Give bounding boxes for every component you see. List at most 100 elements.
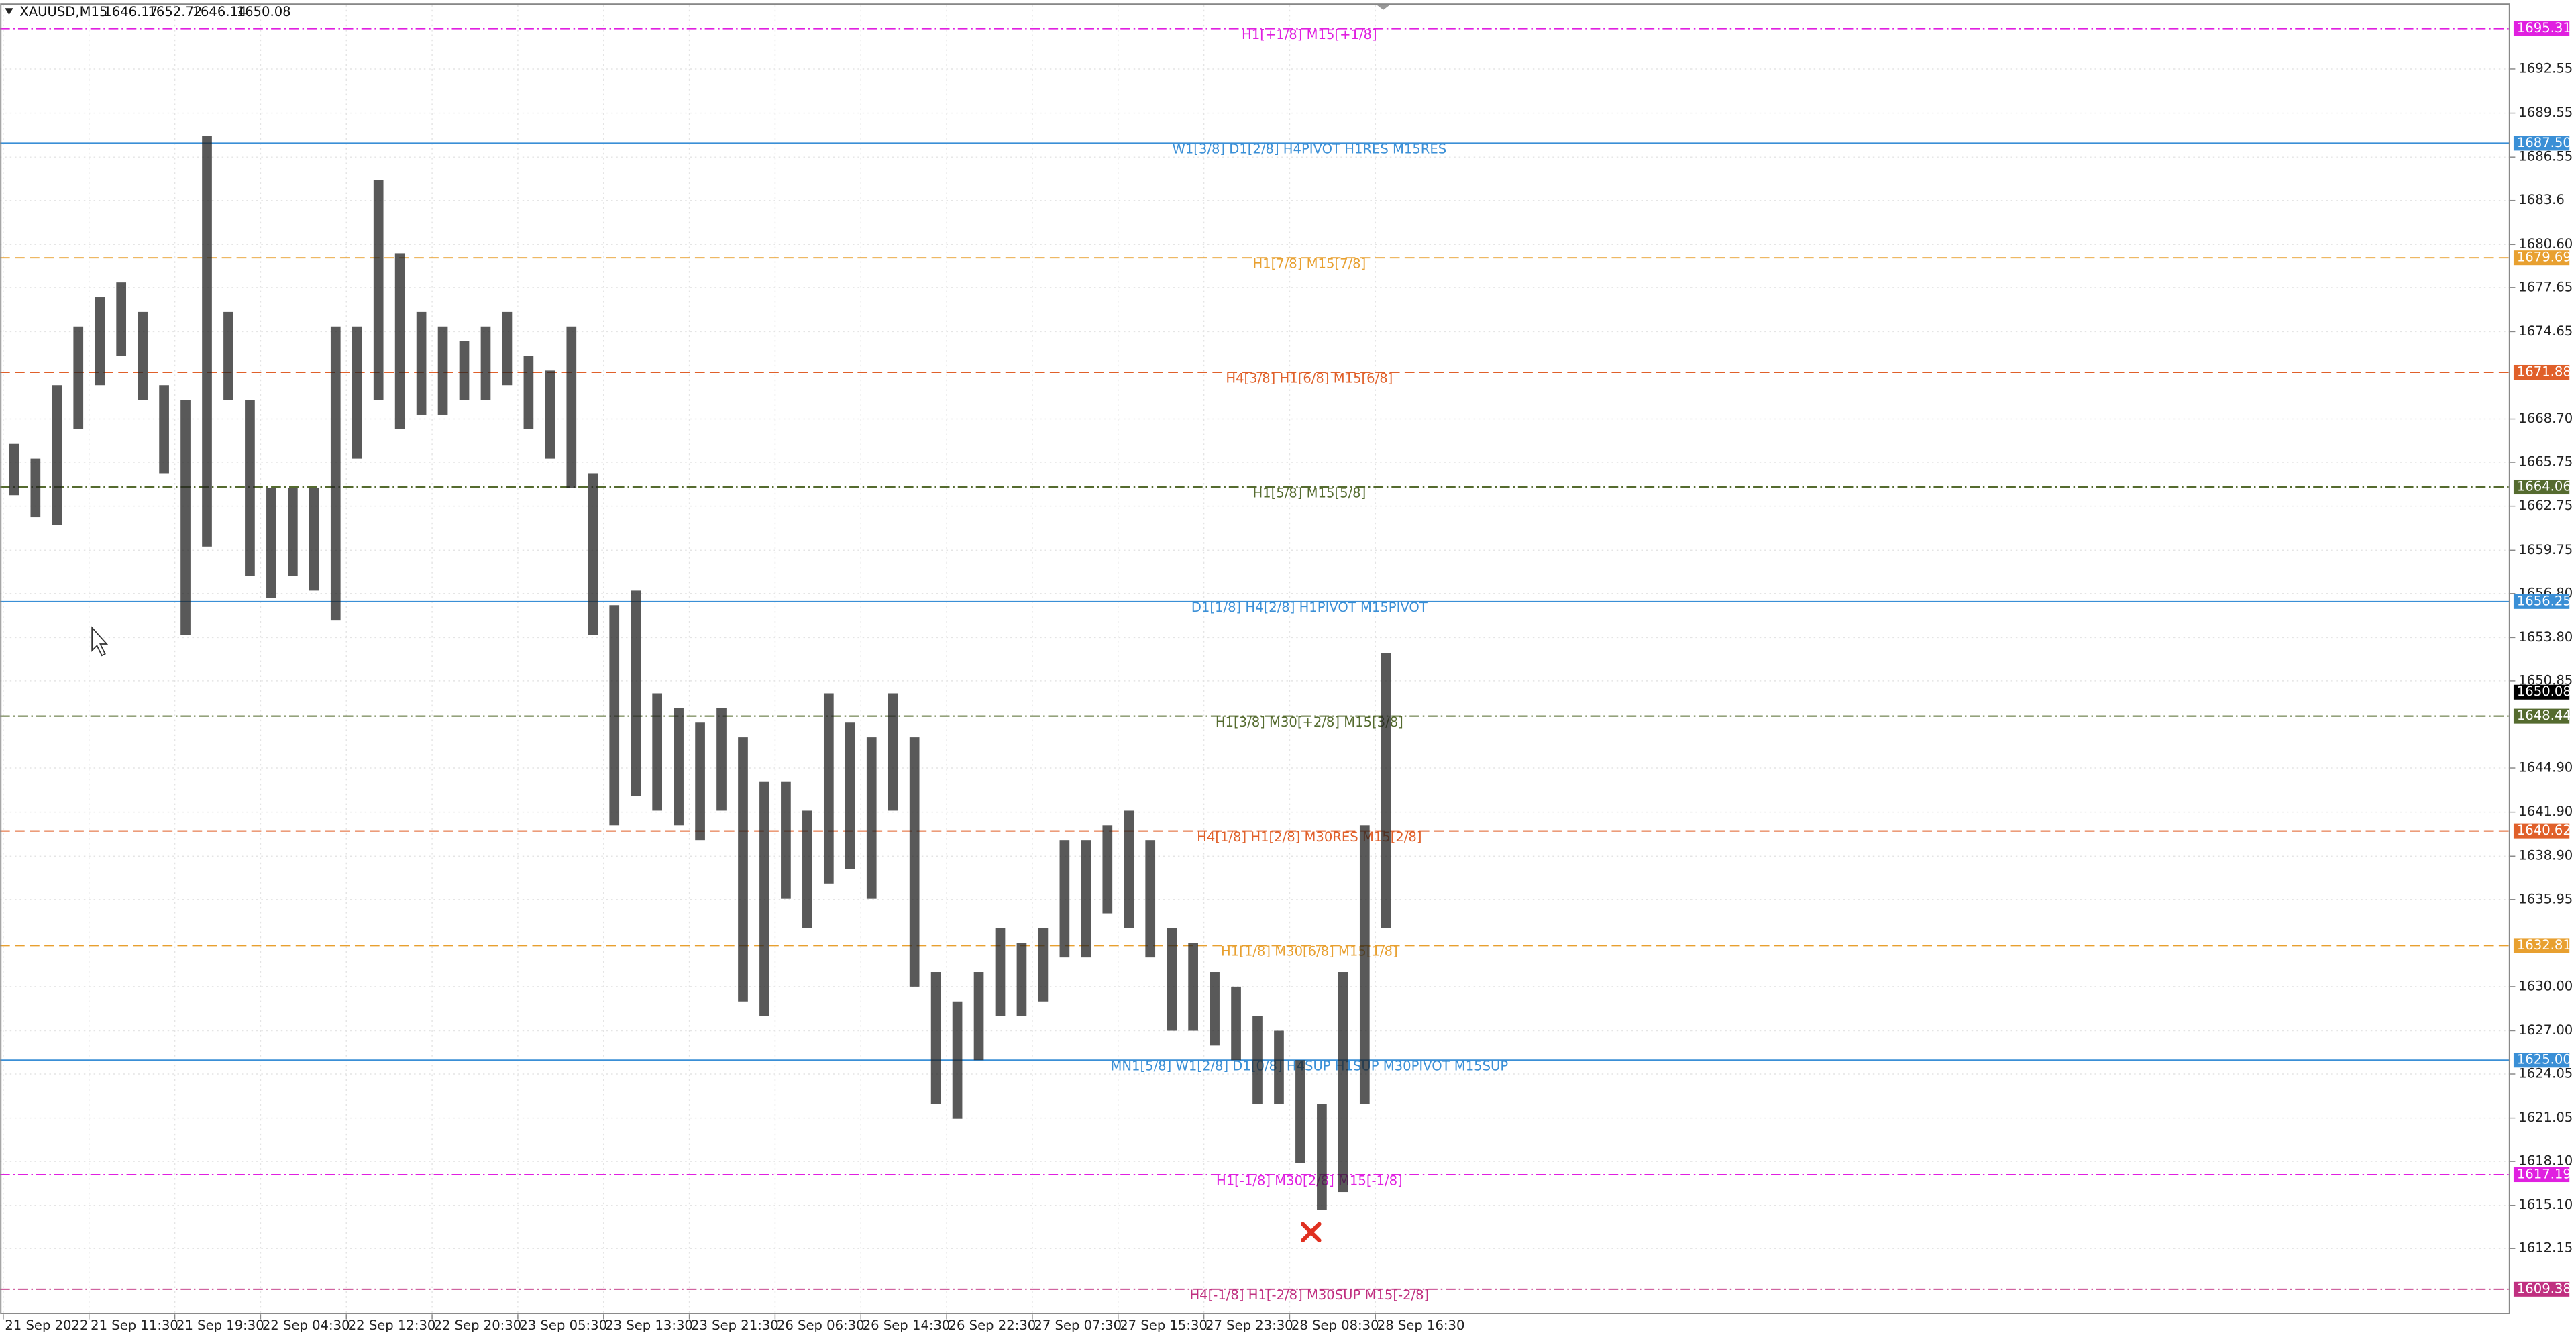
current-price-tag bbox=[2513, 684, 2570, 700]
price-bar bbox=[1059, 840, 1070, 958]
price-bar bbox=[995, 928, 1006, 1016]
x-tick-label: 27 Sep 07:30 bbox=[1034, 1318, 1122, 1333]
price-bar bbox=[52, 385, 62, 525]
price-bar bbox=[330, 326, 341, 621]
price-bar bbox=[180, 400, 191, 635]
price-tag bbox=[2513, 479, 2570, 495]
price-bar bbox=[716, 708, 727, 811]
axes: 1692.55 1689.55 1686.55 1683.6 1680.60 1677.6… bbox=[3, 20, 2573, 1333]
y-tick-label: 1621.05 bbox=[2518, 1110, 2573, 1125]
x-tick-label: 23 Sep 13:30 bbox=[605, 1318, 693, 1333]
price-bar bbox=[309, 488, 319, 591]
y-tick-label: 1653.80 bbox=[2518, 629, 2573, 645]
price-bar bbox=[373, 180, 384, 400]
level-label: H1[7/8] M15[7/8] bbox=[1252, 256, 1366, 271]
level-label: H1[1/8] M30[6/8] M15[1/8] bbox=[1221, 944, 1398, 959]
y-tick-label: 1674.65 bbox=[2518, 323, 2573, 339]
low: 1646.14 bbox=[193, 4, 247, 19]
x-tick-label: 23 Sep 21:30 bbox=[691, 1318, 779, 1333]
x-tick-label: 21 Sep 2022 bbox=[5, 1318, 88, 1333]
price-bar bbox=[1381, 653, 1391, 928]
price-tag-label: 1632.81 bbox=[2517, 937, 2571, 953]
y-tick-label: 1624.05 bbox=[2518, 1066, 2573, 1081]
price-tag-label: 1664.06 bbox=[2517, 479, 2571, 494]
price-tag-label: 1656.25 bbox=[2517, 593, 2571, 608]
cross-marker bbox=[1300, 1222, 1322, 1243]
price-tag bbox=[2513, 250, 2570, 266]
price-tag-label: 1695.31 bbox=[2517, 20, 2571, 36]
price-bar bbox=[1167, 928, 1177, 1031]
x-tick-label: 26 Sep 22:30 bbox=[949, 1318, 1036, 1333]
price-bar bbox=[1124, 810, 1134, 928]
price-bar bbox=[1359, 825, 1370, 1104]
price-bar bbox=[952, 1001, 963, 1119]
x-tick-label: 26 Sep 06:30 bbox=[777, 1318, 865, 1333]
x-tick-label: 28 Sep 08:30 bbox=[1291, 1318, 1379, 1333]
price-bars bbox=[9, 136, 1391, 1210]
x-tick-label: 27 Sep 23:30 bbox=[1205, 1318, 1293, 1333]
y-tick-label: 1689.55 bbox=[2518, 105, 2573, 120]
level-label: D1[1/8] H4[2/8] H1PIVOT M15PIVOT bbox=[1191, 600, 1428, 615]
y-tick-label: 1659.75 bbox=[2518, 542, 2573, 557]
price-bar bbox=[116, 282, 127, 356]
price-bar bbox=[30, 458, 41, 518]
price-bar bbox=[1274, 1030, 1284, 1104]
price-tag bbox=[2513, 364, 2570, 380]
price-bar bbox=[845, 722, 855, 869]
price-bar bbox=[888, 693, 898, 811]
price-bar bbox=[480, 326, 491, 400]
price-bar bbox=[266, 488, 276, 598]
price-bar bbox=[909, 737, 920, 987]
price-bar bbox=[652, 693, 662, 811]
price-tag bbox=[2513, 938, 2570, 953]
y-tick-label: 1677.65 bbox=[2518, 279, 2573, 294]
level-label: H4[3/8] H1[6/8] M15[6/8] bbox=[1226, 370, 1393, 386]
symbol: XAUUSD,M15 bbox=[19, 4, 107, 19]
price-bar bbox=[738, 737, 748, 1002]
y-tick-label: 1630.00 bbox=[2518, 978, 2573, 994]
price-bar bbox=[288, 488, 298, 576]
y-tick-label: 1662.75 bbox=[2518, 498, 2573, 513]
price-bar bbox=[394, 253, 405, 429]
price-bar bbox=[1102, 825, 1113, 914]
price-tag bbox=[2513, 1281, 2570, 1297]
price-tag bbox=[2513, 136, 2570, 151]
y-tick-label: 1644.90 bbox=[2518, 760, 2573, 775]
price-bar bbox=[695, 722, 705, 841]
price-bar bbox=[588, 473, 598, 635]
level-label: H1[+1/8] M15[+1/8] bbox=[1242, 27, 1377, 42]
y-tick-label: 1635.95 bbox=[2518, 891, 2573, 906]
x-tick-label: 23 Sep 05:30 bbox=[519, 1318, 607, 1333]
high: 1652.72 bbox=[148, 4, 202, 19]
plot-frame bbox=[0, 3, 2510, 1314]
x-tick-label: 21 Sep 19:30 bbox=[176, 1318, 264, 1333]
current-price-label: 1650.08 bbox=[2517, 684, 2571, 699]
y-tick-label: 1692.55 bbox=[2518, 60, 2573, 76]
price-bar bbox=[781, 781, 791, 899]
price-bar bbox=[930, 972, 941, 1104]
open: 1646.17 bbox=[103, 4, 158, 19]
price-bar bbox=[802, 810, 812, 928]
level-label: H1[5/8] M15[5/8] bbox=[1252, 485, 1366, 500]
price-bar bbox=[245, 400, 255, 576]
x-tick-label: 28 Sep 16:30 bbox=[1377, 1318, 1465, 1333]
y-tick-label: 1686.55 bbox=[2518, 149, 2573, 164]
price-bar bbox=[352, 326, 362, 459]
price-bar bbox=[523, 356, 534, 429]
level-label: H1[3/8] M30[+2/8] M15[3/8] bbox=[1216, 714, 1403, 730]
price-bar bbox=[202, 136, 212, 547]
y-tick-label: 1618.10 bbox=[2518, 1153, 2573, 1169]
level-label: MN1[5/8] W1[2/8] D1[0/8] H4SUP H1SUP M30… bbox=[1110, 1059, 1508, 1074]
price-tag-label: 1625.00 bbox=[2517, 1052, 2571, 1067]
y-tick-label: 1627.00 bbox=[2518, 1022, 2573, 1038]
menu-triangle[interactable] bbox=[5, 8, 13, 15]
level-label: H4[-1/8] H1[-2/8] M30SUP M15[-2/8] bbox=[1189, 1287, 1429, 1303]
price-tag bbox=[2513, 594, 2570, 609]
level-label: H1[-1/8] M30[2/8] M15[-1/8] bbox=[1216, 1173, 1403, 1188]
y-tick-label: 1683.6 bbox=[2518, 192, 2565, 207]
price-bar bbox=[502, 311, 513, 386]
price-tag bbox=[2513, 823, 2570, 839]
price-bar bbox=[1231, 986, 1241, 1061]
mouse-cursor bbox=[91, 626, 109, 657]
